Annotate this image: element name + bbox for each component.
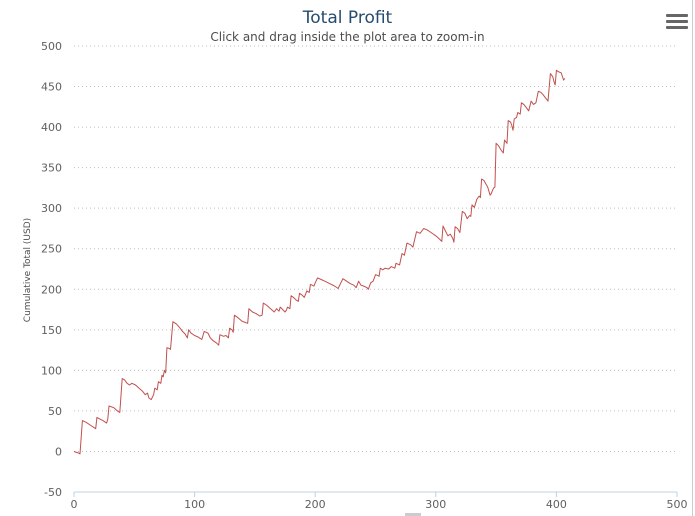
scroll-handle[interactable] <box>405 513 421 516</box>
plot-area[interactable] <box>73 69 566 455</box>
menu-icon-bar <box>666 26 688 29</box>
y-tick-label: 200 <box>41 283 62 296</box>
x-tick-label: 100 <box>184 498 205 511</box>
chart-subtitle: Click and drag inside the plot area to z… <box>210 30 485 44</box>
x-tick-label: 400 <box>546 498 567 511</box>
grid-lines <box>74 45 677 493</box>
x-tick-label: 200 <box>305 498 326 511</box>
y-tick-label: 100 <box>41 364 62 377</box>
x-tick-label: 500 <box>667 498 688 511</box>
y-tick-label: 250 <box>41 243 62 256</box>
y-tick-label: 50 <box>48 405 62 418</box>
y-axis-title: Cumulative Total (USD) <box>23 217 33 323</box>
x-tick-label: 300 <box>425 498 446 511</box>
panel-border <box>692 0 693 516</box>
y-tick-label: 450 <box>41 81 62 94</box>
chart-title: Total Profit <box>302 8 393 28</box>
y-tick-label: 350 <box>41 162 62 175</box>
y-axis: -50 0 50 100 150 200 250 300 350 400 450 500 <box>41 40 62 499</box>
y-tick-label: 150 <box>41 324 62 337</box>
menu-icon <box>666 14 688 17</box>
chart-context-menu-button[interactable] <box>666 14 688 34</box>
y-tick-label: 500 <box>41 40 62 53</box>
series-line[interactable] <box>73 69 566 455</box>
y-tick-label: -50 <box>44 486 62 499</box>
menu-icon-bar <box>666 20 688 23</box>
y-tick-label: 0 <box>55 445 62 458</box>
x-tick-label: 0 <box>71 498 78 511</box>
y-tick-label: 400 <box>41 121 62 134</box>
x-axis: 0 100 200 300 400 500 <box>71 491 688 511</box>
y-tick-label: 300 <box>41 202 62 215</box>
